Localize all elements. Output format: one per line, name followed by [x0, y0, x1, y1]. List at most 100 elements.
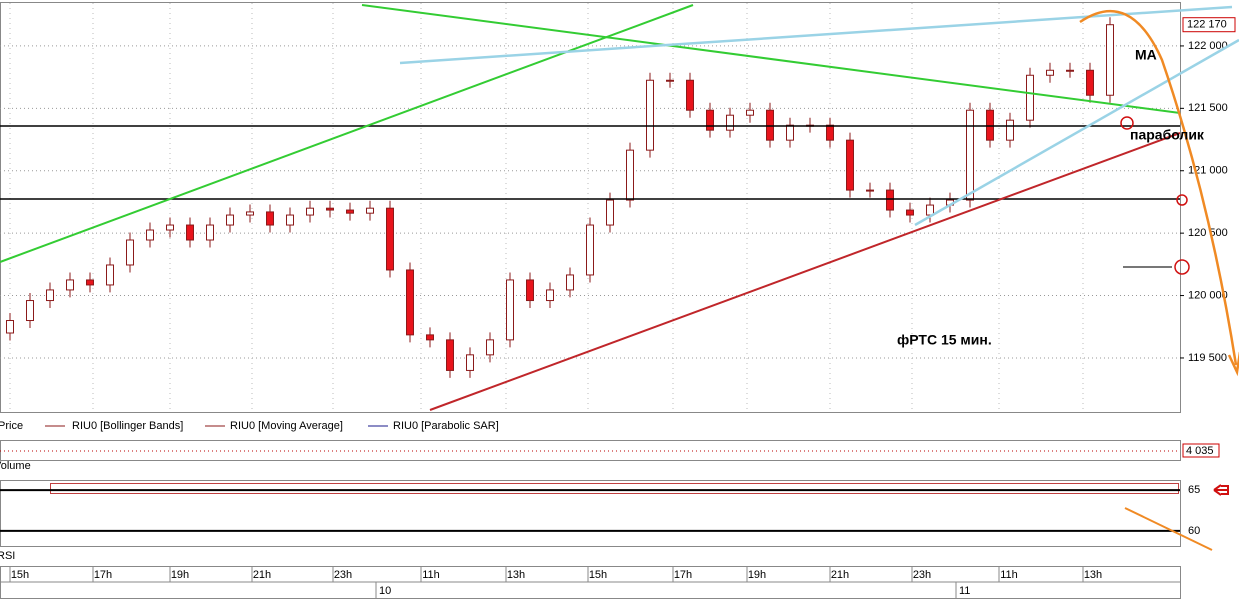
trend-line [0, 4, 694, 263]
candle-body [366, 207, 374, 214]
panel-title: Volume [0, 460, 31, 472]
panel-title: RSI [0, 550, 15, 562]
candle-body [1066, 69, 1074, 72]
x-tick-label: 13h [1084, 569, 1102, 581]
candle-body [506, 279, 514, 341]
y-tick-label: 122 000 [1188, 40, 1228, 52]
candle-body [1086, 69, 1094, 96]
candle-body [786, 124, 794, 141]
x-tick-label: 23h [913, 569, 931, 581]
candle-body [206, 224, 214, 241]
rsi-tick-label: 65 [1188, 484, 1200, 496]
candle-body [626, 149, 634, 201]
candle-body [406, 269, 414, 336]
trend-line [914, 38, 1239, 227]
annotation: MA [1135, 47, 1157, 63]
x-tick-label: 17h [674, 569, 692, 581]
candle-body [46, 289, 54, 302]
x-tick-label: 15h [11, 569, 29, 581]
candle-body [86, 279, 94, 286]
candle-body [306, 207, 314, 216]
annotation: фРТС 15 мин. [897, 332, 992, 348]
legend-label: RIU0 [Bollinger Bands] [72, 420, 183, 432]
candle-body [126, 239, 134, 266]
candle-body [106, 264, 114, 286]
pointer-arrow [1213, 484, 1229, 496]
candle-body [526, 279, 534, 302]
candle-body [586, 224, 594, 276]
marker-circle [1174, 259, 1190, 275]
candle-body [466, 354, 474, 371]
candle-body [726, 114, 734, 131]
x-tick-label: 11h [422, 569, 440, 581]
candle-body [1046, 69, 1054, 76]
x-tick-label: 21h [831, 569, 849, 581]
candle-body [1026, 74, 1034, 121]
y-tick-label: 119 500 [1188, 352, 1227, 364]
candle-body [326, 207, 334, 211]
x-tick-label: 21h [253, 569, 271, 581]
x-tick-label: 11h [1000, 569, 1018, 581]
candle-body [346, 209, 354, 214]
x-tick-label: 23h [334, 569, 352, 581]
candle-body [66, 279, 74, 291]
y-tick-label: 121 500 [1188, 102, 1228, 114]
trend-line [361, 4, 1181, 114]
price-panel [0, 2, 1181, 413]
y-tick-label: 120 500 [1188, 227, 1228, 239]
candle-body [146, 229, 154, 241]
candle-body [866, 189, 874, 192]
rsi-panel [0, 480, 1181, 547]
annotation: параболик [1130, 127, 1205, 143]
candle-body [286, 214, 294, 226]
candle-body [426, 334, 434, 341]
candle-body [826, 124, 834, 141]
candle-body [646, 79, 654, 151]
candle-body [546, 289, 554, 302]
candle-body [706, 109, 714, 131]
rsi-zone [50, 483, 1179, 494]
marks: 119 500 120 000 120 500 121 000 121 500 122 0… [0, 3, 1236, 598]
x-tick-label: 19h [171, 569, 189, 581]
marker-circle [1176, 194, 1188, 206]
candle-body [186, 224, 194, 241]
candle-body [746, 109, 754, 116]
candle-body [6, 320, 14, 334]
candle-body [906, 209, 914, 216]
candle-body [446, 339, 454, 371]
volume-label: 4 035 [1186, 445, 1214, 457]
candle-body [666, 79, 674, 82]
candle-body [686, 79, 694, 111]
candle-body [966, 109, 974, 201]
candle-body [1106, 24, 1114, 96]
trend-line [429, 132, 1181, 411]
candle-body [386, 207, 394, 271]
x-tick-label: 17h [94, 569, 112, 581]
last-price-label: 122 170 [1187, 19, 1227, 31]
candle-body [226, 214, 234, 226]
candle-body [766, 109, 774, 141]
last-price-box [1182, 17, 1236, 33]
legend-label: Price [0, 420, 23, 432]
candle-body [606, 199, 614, 226]
x-tick-label: 13h [507, 569, 525, 581]
legend-label: RIU0 [Moving Average] [230, 420, 343, 432]
candle-body [846, 139, 854, 191]
y-tick-label: 121 000 [1188, 165, 1228, 177]
trend-line [399, 5, 1233, 65]
candle-body [266, 211, 274, 226]
x-tick-label: 15h [589, 569, 607, 581]
forecast-arrow [1124, 507, 1213, 551]
candle-body [1006, 119, 1014, 141]
candle-body [166, 224, 174, 231]
candle-body [886, 189, 894, 211]
arrow-head [1227, 351, 1239, 377]
day-label: 11 [959, 585, 970, 597]
candle-body [246, 211, 254, 216]
x-tick-label: 19h [748, 569, 766, 581]
candle-body [986, 109, 994, 141]
volume-box [1182, 443, 1220, 458]
rsi-tick-label: 60 [1188, 525, 1200, 537]
